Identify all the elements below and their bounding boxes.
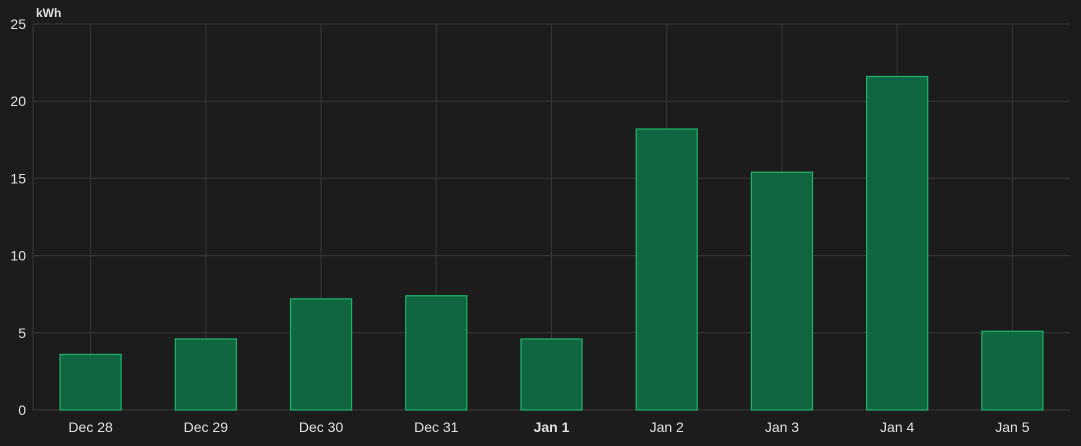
x-tick-label: Dec 31 — [414, 419, 459, 435]
bar-dec-28[interactable] — [59, 353, 122, 411]
bar-jan-1[interactable] — [520, 338, 583, 411]
y-tick-label: 15 — [10, 170, 26, 186]
y-axis-unit-label: kWh — [36, 6, 61, 20]
x-tick-label: Jan 1 — [534, 419, 570, 435]
x-tick-label: Jan 5 — [995, 419, 1029, 435]
axis-layer: 0 5 10 15 20 25 Dec 28 Dec 29 Dec 30 Dec 31 Jan 1 J… — [10, 16, 1029, 435]
bar-dec-31[interactable] — [405, 295, 468, 411]
y-tick-label: 20 — [10, 93, 26, 109]
bar-layer — [59, 75, 1044, 411]
bar-jan-4[interactable] — [866, 75, 929, 411]
x-tick-label: Dec 30 — [299, 419, 344, 435]
x-tick-label: Jan 3 — [765, 419, 799, 435]
x-tick-label: Dec 29 — [184, 419, 229, 435]
y-tick-label: 0 — [18, 402, 26, 418]
bar-dec-29[interactable] — [174, 338, 237, 411]
bar-jan-2[interactable] — [635, 128, 698, 411]
x-tick-label: Jan 2 — [650, 419, 684, 435]
bar-jan-3[interactable] — [750, 171, 814, 411]
x-tick-label: Dec 28 — [68, 419, 113, 435]
y-tick-label: 10 — [10, 248, 26, 264]
bar-jan-5[interactable] — [981, 330, 1044, 411]
y-tick-label: 5 — [18, 325, 26, 341]
x-tick-label: Jan 4 — [880, 419, 914, 435]
bar-dec-30[interactable] — [289, 298, 353, 411]
y-tick-label: 25 — [10, 16, 26, 32]
